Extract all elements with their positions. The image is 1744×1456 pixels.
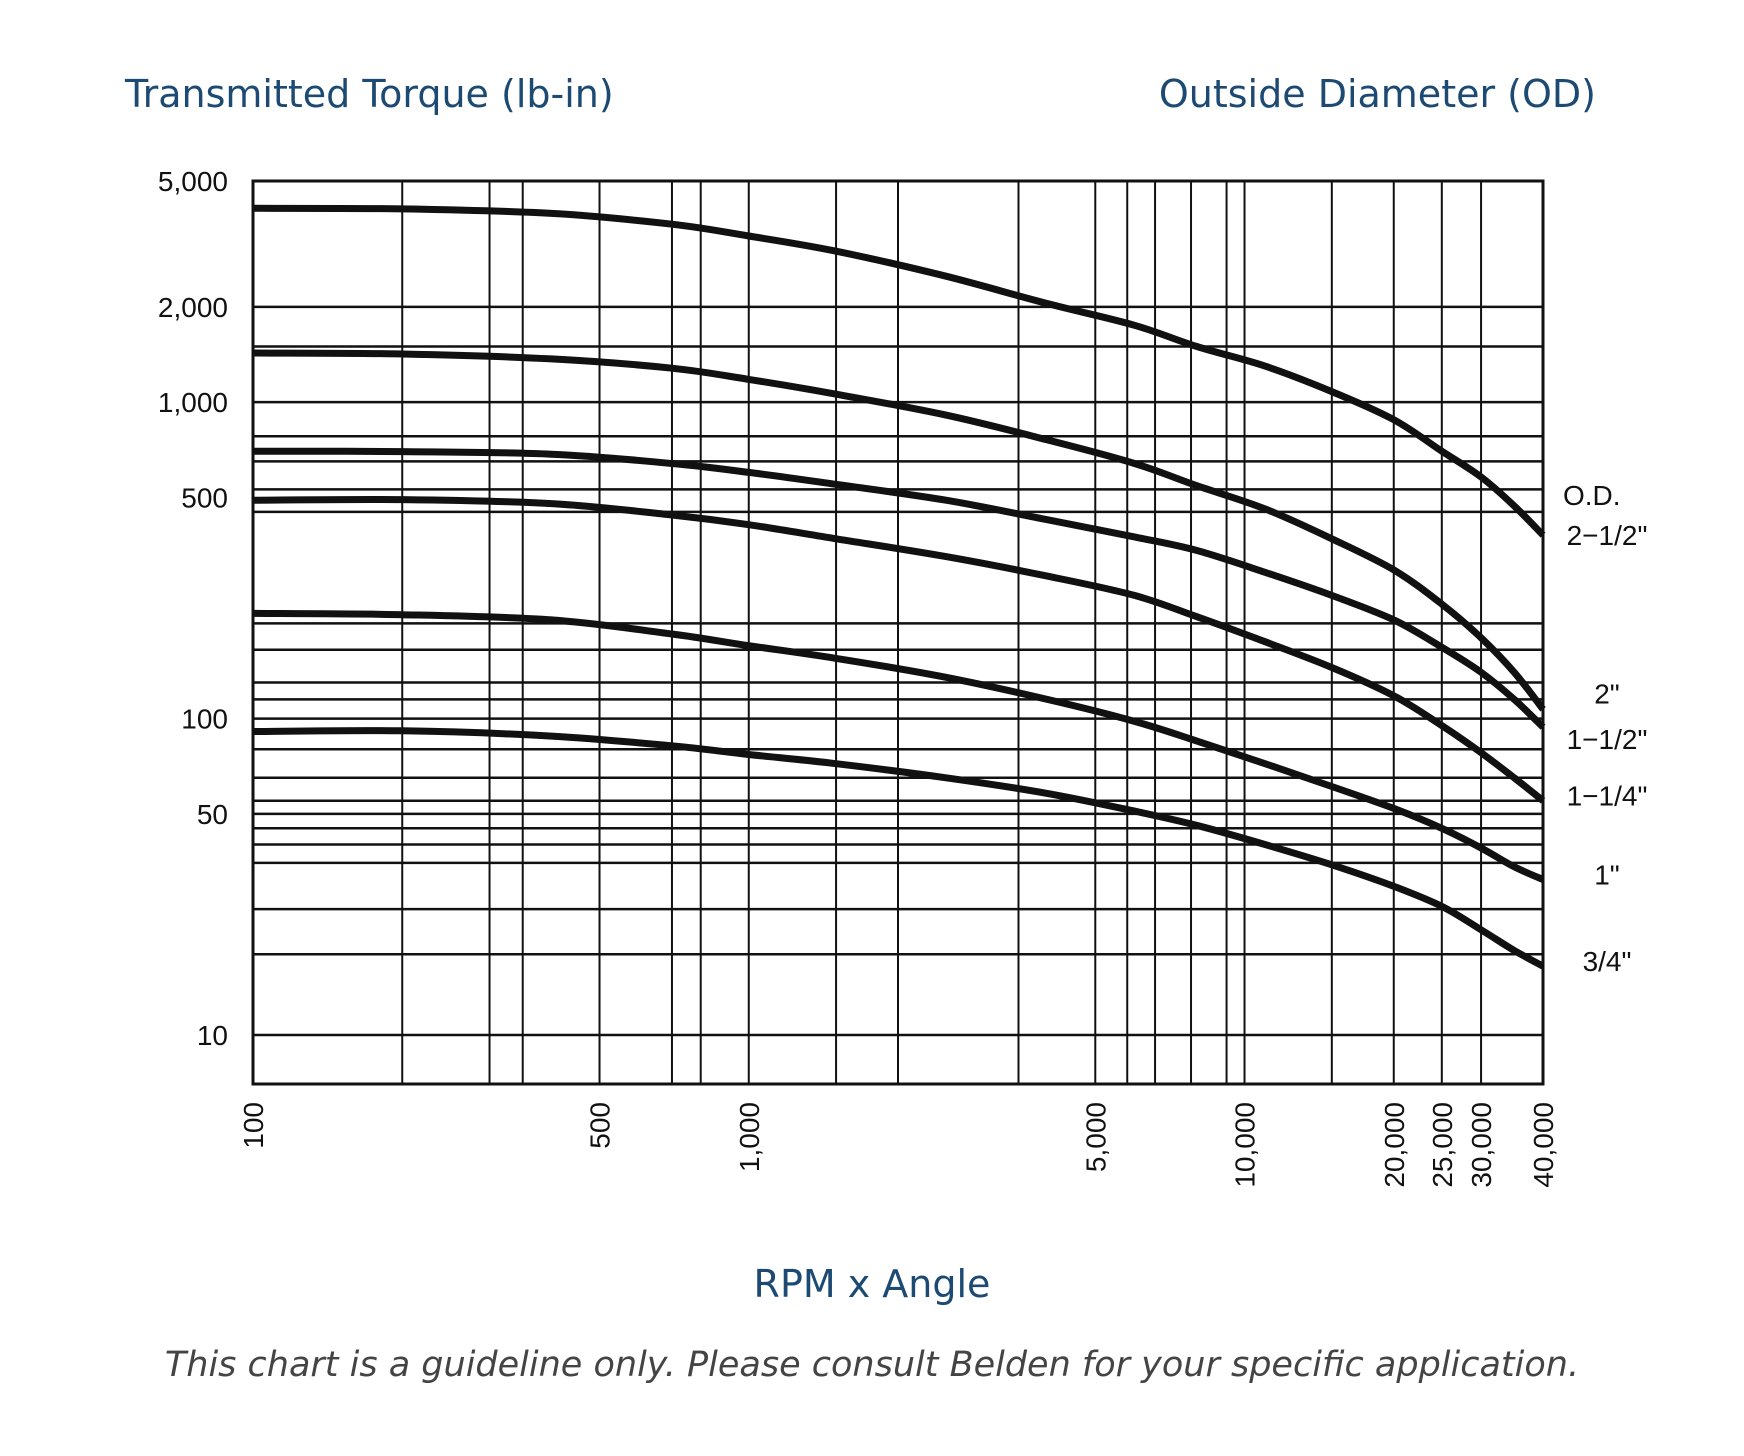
x-tick-label: 100 — [238, 1102, 269, 1149]
x-tick-label: 5,000 — [1080, 1102, 1111, 1172]
series-label: 1" — [1594, 860, 1620, 891]
series-label: 1−1/4" — [1567, 781, 1648, 812]
x-tick-label: 500 — [585, 1102, 616, 1149]
series-line — [252, 609, 1545, 883]
x-tick-label: 20,000 — [1379, 1102, 1410, 1188]
series-line — [252, 204, 1546, 538]
y-tick-label: 100 — [181, 704, 228, 735]
series-label: 2−1/2" — [1567, 520, 1648, 551]
y-tick-label: 500 — [181, 482, 228, 513]
x-tick-label: 10,000 — [1230, 1102, 1261, 1188]
footnote: This chart is a guideline only. Please c… — [164, 1345, 1580, 1385]
series-line — [252, 727, 1545, 970]
series-line — [252, 349, 1546, 712]
x-axis-title: RPM x Angle — [753, 1262, 991, 1306]
x-tick-labels: 100 500 1,000 5,000 10,000 20,000 25,000 30,000… — [238, 1102, 1559, 1188]
y-tick-labels: 5,000 2,000 1,000 500 100 50 10 — [158, 166, 228, 1051]
series-lines — [252, 204, 1546, 970]
x-tick-label: 1,000 — [734, 1102, 765, 1172]
y-tick-label: 2,000 — [158, 292, 228, 323]
x-tick-label: 30,000 — [1466, 1102, 1497, 1188]
series-label: 3/4" — [1583, 946, 1632, 977]
plot-frame — [251, 179, 1545, 1086]
series-line — [252, 495, 1546, 804]
y-tick-label: 1,000 — [158, 387, 228, 418]
series-label: 1−1/2" — [1567, 724, 1648, 755]
series-line — [252, 447, 1546, 730]
legend-title: Outside Diameter (OD) — [1158, 72, 1596, 116]
y-tick-label: 50 — [197, 799, 228, 830]
x-tick-label: 40,000 — [1528, 1102, 1559, 1188]
y-tick-label: 10 — [197, 1020, 228, 1051]
y-axis-title: Transmitted Torque (lb-in) — [125, 72, 614, 116]
y-tick-label: 5,000 — [158, 166, 228, 197]
series-labels: O.D. 2−1/2" 2" 1−1/2" 1−1/4" 1" 3/4" — [1563, 480, 1647, 977]
x-gridlines — [252, 181, 1544, 1084]
series-label: 2" — [1594, 678, 1620, 709]
x-tick-label: 25,000 — [1427, 1102, 1458, 1188]
legend-od-label: O.D. — [1563, 480, 1621, 511]
